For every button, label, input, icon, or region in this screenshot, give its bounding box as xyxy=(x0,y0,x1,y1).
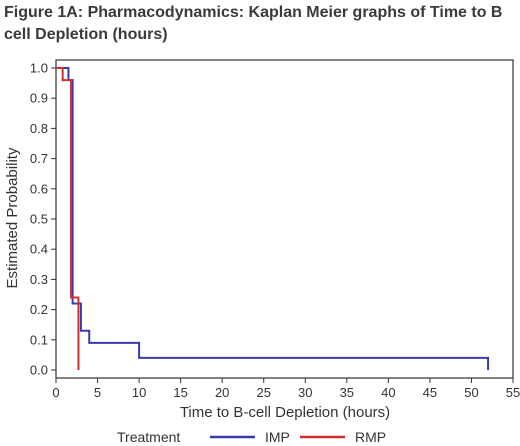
x-axis-label: Time to B-cell Depletion (hours) xyxy=(180,404,390,421)
x-tick-label: 35 xyxy=(340,385,354,400)
y-tick-label: 0.5 xyxy=(30,212,48,227)
x-tick-label: 10 xyxy=(132,385,146,400)
legend-label-imp: IMP xyxy=(265,429,290,445)
y-tick-label: 0.7 xyxy=(30,151,48,166)
y-tick-label: 1.0 xyxy=(30,61,48,76)
y-tick-label: 0.6 xyxy=(30,181,48,196)
x-tick-label: 15 xyxy=(173,385,187,400)
y-tick-label: 0.3 xyxy=(30,272,48,287)
y-tick-label: 0.2 xyxy=(30,302,48,317)
legend-title: Treatment xyxy=(117,429,180,445)
x-tick-label: 50 xyxy=(464,385,478,400)
legend: Treatment IMP RMP xyxy=(117,429,386,445)
series-line-rmp xyxy=(56,67,80,370)
x-tick-label: 25 xyxy=(256,385,270,400)
plot-area xyxy=(55,59,514,379)
x-tick-label: 30 xyxy=(298,385,312,400)
x-tick-label: 45 xyxy=(423,385,437,400)
legend-label-rmp: RMP xyxy=(355,429,386,445)
x-tick-label: 55 xyxy=(506,385,520,400)
y-tick-label: 0.9 xyxy=(30,91,48,106)
chart-title: Figure 1A: Pharmacodynamics: Kaplan Meie… xyxy=(4,4,503,43)
y-tick-label: 0.8 xyxy=(30,121,48,136)
x-tick-label: 20 xyxy=(215,385,229,400)
y-tick-label: 0.4 xyxy=(30,242,48,257)
y-tick-label: 0.1 xyxy=(30,332,48,347)
x-tick-label: 0 xyxy=(52,385,59,400)
x-tick-label: 5 xyxy=(94,385,101,400)
y-axis-label: Estimated Probability xyxy=(4,147,21,288)
x-tick-label: 40 xyxy=(381,385,395,400)
y-tick-label: 0.0 xyxy=(30,363,48,378)
series-line-imp xyxy=(56,67,490,370)
